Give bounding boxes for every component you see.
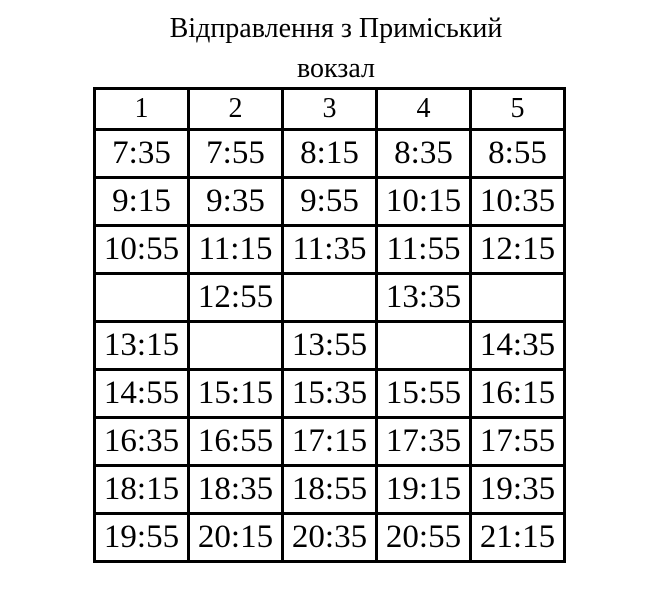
time-cell: 20:35 <box>281 512 378 563</box>
time-cell <box>187 320 284 371</box>
time-cell: 16:35 <box>93 416 190 467</box>
table-row: 10:55 11:15 11:35 11:55 12:15 <box>93 224 566 275</box>
time-cell <box>281 272 378 323</box>
time-cell: 15:55 <box>375 368 472 419</box>
table-row: 16:35 16:55 17:15 17:35 17:55 <box>93 416 566 467</box>
time-cell: 10:55 <box>93 224 190 275</box>
column-header: 1 <box>93 87 190 131</box>
time-cell: 17:35 <box>375 416 472 467</box>
column-header: 5 <box>469 87 566 131</box>
time-cell: 13:35 <box>375 272 472 323</box>
time-cell: 16:15 <box>469 368 566 419</box>
time-cell: 15:35 <box>281 368 378 419</box>
table-row: 19:55 20:15 20:35 20:55 21:15 <box>93 512 566 563</box>
time-cell: 8:55 <box>469 128 566 179</box>
time-cell: 19:55 <box>93 512 190 563</box>
time-cell: 14:35 <box>469 320 566 371</box>
schedule-table: 1 2 3 4 5 7:35 7:55 8:15 8:35 8:55 9:15 9:35 9:55 10:… <box>93 87 566 563</box>
time-cell: 21:15 <box>469 512 566 563</box>
table-row: 14:55 15:15 15:35 15:55 16:15 <box>93 368 566 419</box>
time-cell: 13:15 <box>93 320 190 371</box>
column-header: 4 <box>375 87 472 131</box>
time-cell: 20:15 <box>187 512 284 563</box>
table-row: 9:15 9:35 9:55 10:15 10:35 <box>93 176 566 227</box>
table-row: 18:15 18:35 18:55 19:15 19:35 <box>93 464 566 515</box>
time-cell: 18:35 <box>187 464 284 515</box>
time-cell: 9:55 <box>281 176 378 227</box>
time-cell: 12:55 <box>187 272 284 323</box>
title-line-2: вокзал <box>297 53 375 84</box>
time-cell: 15:15 <box>187 368 284 419</box>
time-cell: 16:55 <box>187 416 284 467</box>
time-cell <box>375 320 472 371</box>
time-cell <box>469 272 566 323</box>
time-cell: 17:15 <box>281 416 378 467</box>
time-cell: 9:15 <box>93 176 190 227</box>
time-cell: 11:55 <box>375 224 472 275</box>
table-row: 12:55 13:35 <box>93 272 566 323</box>
time-cell: 18:55 <box>281 464 378 515</box>
time-cell: 10:15 <box>375 176 472 227</box>
time-cell: 12:15 <box>469 224 566 275</box>
time-cell <box>93 272 190 323</box>
table-row: 7:35 7:55 8:15 8:35 8:55 <box>93 128 566 179</box>
time-cell: 8:15 <box>281 128 378 179</box>
time-cell: 8:35 <box>375 128 472 179</box>
time-cell: 11:15 <box>187 224 284 275</box>
table-row: 13:15 13:55 14:35 <box>93 320 566 371</box>
time-cell: 7:55 <box>187 128 284 179</box>
time-cell: 11:35 <box>281 224 378 275</box>
time-cell: 9:35 <box>187 176 284 227</box>
time-cell: 19:15 <box>375 464 472 515</box>
column-header: 3 <box>281 87 378 131</box>
title-line-1: Відправлення з Приміський <box>169 13 503 44</box>
time-cell: 10:35 <box>469 176 566 227</box>
time-cell: 19:35 <box>469 464 566 515</box>
time-cell: 17:55 <box>469 416 566 467</box>
time-cell: 14:55 <box>93 368 190 419</box>
time-cell: 7:35 <box>93 128 190 179</box>
time-cell: 13:55 <box>281 320 378 371</box>
column-header: 2 <box>187 87 284 131</box>
time-cell: 18:15 <box>93 464 190 515</box>
time-cell: 20:55 <box>375 512 472 563</box>
